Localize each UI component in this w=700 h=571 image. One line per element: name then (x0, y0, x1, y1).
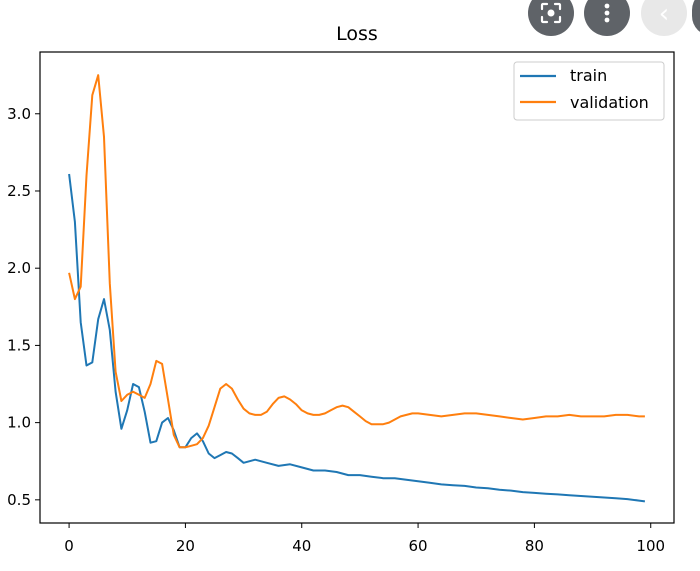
x-tick-label: 100 (636, 537, 665, 555)
more-options-button[interactable] (584, 0, 630, 36)
edge-button[interactable] (692, 0, 700, 36)
y-tick-label: 2.5 (7, 182, 31, 200)
chevron-left-icon: ‹ (658, 0, 670, 29)
more-vertical-icon (604, 3, 610, 23)
previous-button[interactable]: ‹ (641, 0, 687, 36)
x-tick-label: 20 (176, 537, 195, 555)
x-axis-ticks: 0 20 40 60 80 100 (64, 523, 665, 555)
x-tick-label: 40 (292, 537, 311, 555)
y-tick-label: 1.5 (7, 336, 31, 354)
legend: train validation (513, 61, 665, 121)
legend-label-train: train (570, 66, 607, 85)
lens-search-button[interactable] (528, 0, 574, 36)
x-tick-label: 60 (409, 537, 428, 555)
y-tick-label: 1.0 (7, 414, 31, 432)
y-tick-label: 3.0 (7, 105, 31, 123)
legend-label-validation: validation (570, 93, 649, 112)
series-layer (68, 74, 646, 503)
lens-icon (540, 2, 562, 24)
y-axis-ticks: 0.5 1.0 1.5 2.0 2.5 3.0 (7, 105, 40, 509)
x-tick-label: 80 (525, 537, 544, 555)
y-tick-label: 2.0 (7, 259, 31, 277)
chart-title: Loss (336, 23, 378, 45)
plot-frame (39, 51, 675, 524)
y-tick-label: 0.5 (7, 491, 31, 509)
series-line-train (68, 173, 646, 503)
series-line-validation (68, 74, 645, 449)
x-tick-label: 0 (64, 537, 74, 555)
